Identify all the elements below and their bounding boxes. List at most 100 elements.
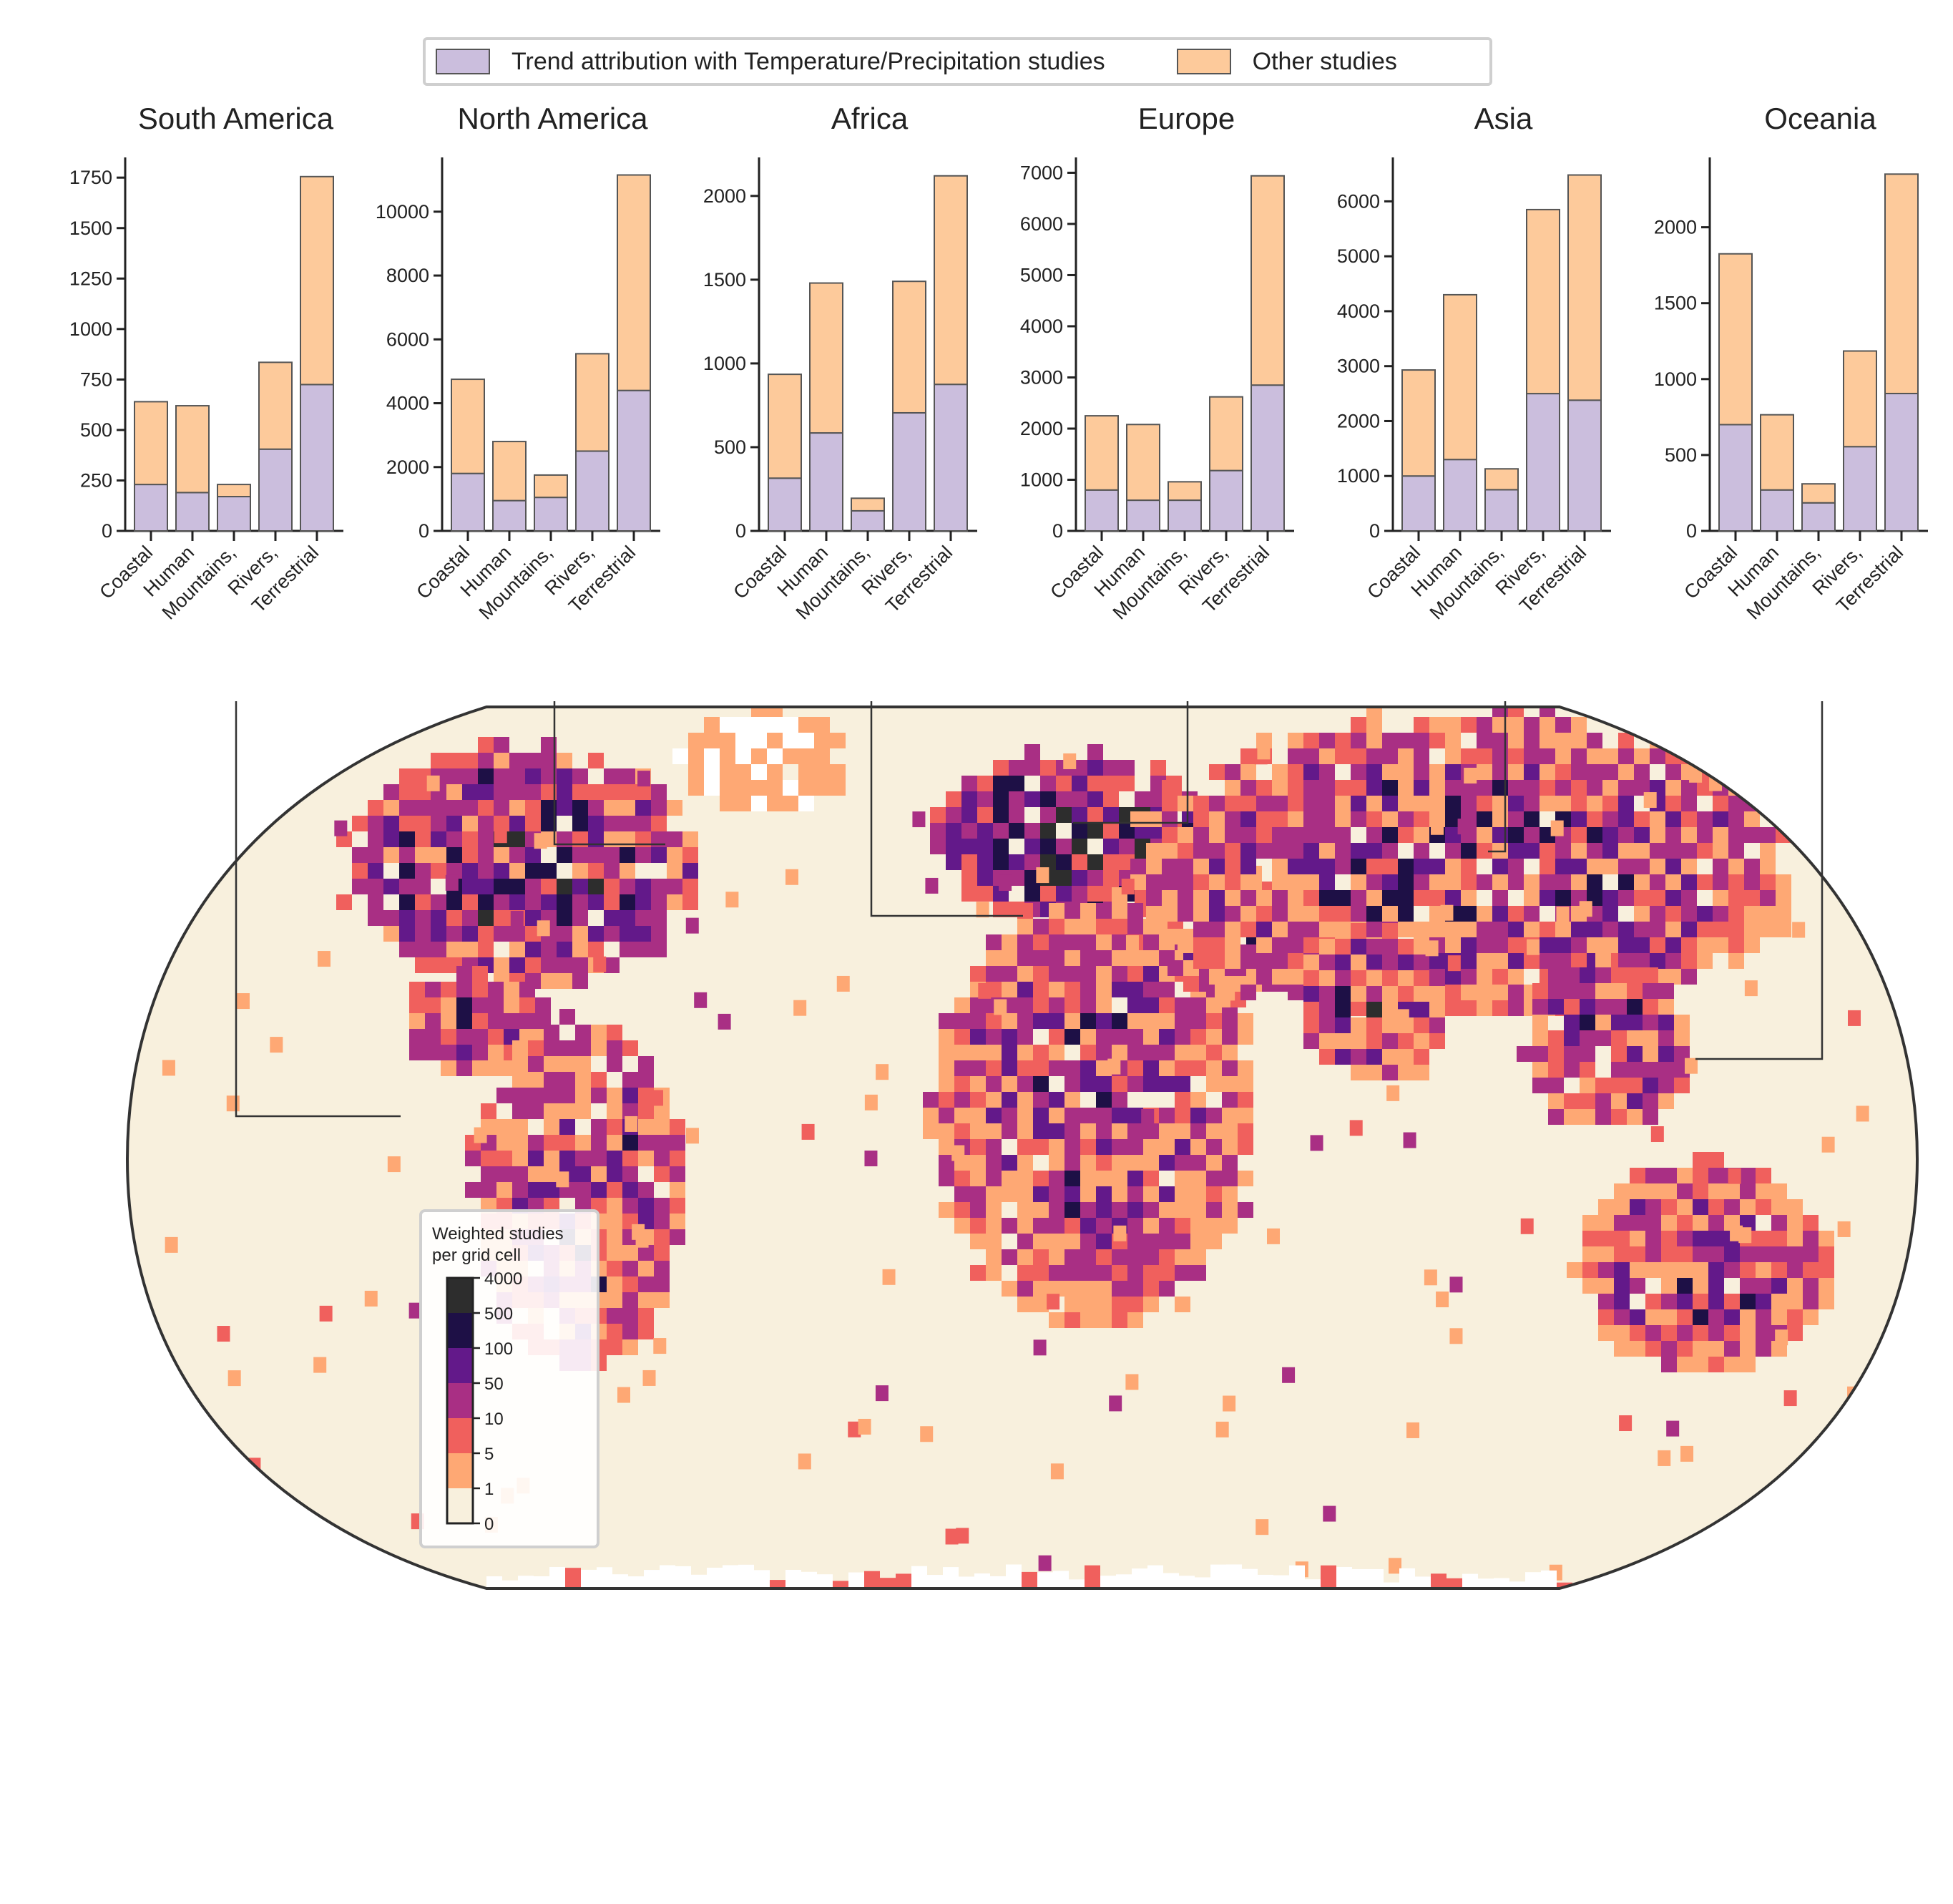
grid-cell (1366, 827, 1382, 843)
grid-cell (1587, 796, 1602, 811)
grid-cell (1803, 1294, 1819, 1309)
grid-cell (1856, 1105, 1869, 1122)
grid-cell (939, 1171, 954, 1186)
grid-cell (1508, 748, 1524, 764)
grid-cell (319, 1305, 333, 1322)
grid-cell (1175, 1076, 1190, 1092)
grid-cell (670, 1151, 685, 1166)
grid-cell (767, 717, 783, 733)
legend-swatch-trend (436, 49, 490, 74)
grid-cell (993, 776, 1009, 791)
grid-cell (1445, 811, 1461, 827)
grid-cell (638, 1261, 654, 1276)
grid-cell (1787, 1231, 1803, 1246)
grid-cell (1033, 1339, 1047, 1356)
grid-cell (541, 800, 557, 816)
grid-cell (1240, 796, 1256, 811)
grid-cell (1776, 811, 1791, 827)
grid-cell (525, 863, 541, 879)
bar-other (534, 474, 568, 499)
grid-cell (1112, 982, 1127, 997)
grid-cell (939, 1123, 954, 1139)
grid-cell (986, 1092, 1002, 1108)
grid-cell (1080, 1171, 1096, 1186)
grid-cell (1366, 874, 1382, 890)
grid-cell (431, 926, 446, 942)
grid-cell (1661, 1294, 1677, 1309)
grid-cell (557, 879, 572, 894)
grid-cell (1112, 934, 1127, 950)
grid-cell (1064, 1171, 1080, 1186)
grid-cell (1555, 937, 1571, 953)
grid-cell (1349, 1120, 1363, 1136)
grid-cell (1146, 906, 1162, 922)
grid-cell (1630, 1215, 1645, 1231)
grid-cell (1049, 1139, 1064, 1155)
grid-cell (1564, 1015, 1580, 1030)
grid-cell (1040, 886, 1056, 902)
grid-cell (1618, 827, 1634, 843)
grid-cell (970, 1123, 986, 1139)
grid-cell (1240, 859, 1256, 874)
grid-cell (1756, 1231, 1771, 1246)
grid-cell (425, 1013, 441, 1029)
grid-cell (1351, 811, 1366, 827)
grid-cell (1680, 1445, 1694, 1462)
grid-cell (1708, 1357, 1724, 1372)
grid-cell (1697, 780, 1713, 796)
grid-cell (751, 717, 767, 733)
grid-cell (1532, 1046, 1548, 1062)
grid-cell (1595, 1109, 1611, 1125)
grid-cell (1508, 707, 1524, 717)
grid-cell (939, 1076, 954, 1092)
grid-cell (1335, 780, 1351, 796)
grid-cell (882, 1269, 896, 1285)
grid-cell (1146, 843, 1162, 859)
y-tick-label: 3000 (1020, 366, 1063, 388)
grid-cell (1366, 764, 1382, 780)
grid-cell (525, 784, 541, 800)
grid-cell (1643, 1030, 1658, 1046)
grid-cell (833, 1581, 848, 1588)
grid-cell (1756, 1278, 1771, 1294)
grid-cell (638, 1151, 654, 1166)
grid-cell (1159, 1045, 1175, 1060)
grid-cell (1190, 1171, 1206, 1186)
grid-cell (1366, 843, 1382, 859)
bar-trend (575, 450, 610, 532)
grid-cell (1658, 1093, 1674, 1109)
grid-cell (925, 877, 939, 894)
grid-cell (236, 993, 250, 1010)
grid-cell (604, 831, 620, 847)
grid-cell (1335, 922, 1351, 937)
grid-cell (1708, 1325, 1724, 1341)
grid-cell (1319, 1002, 1335, 1017)
grid-cell (1080, 1281, 1096, 1297)
grid-cell (1017, 919, 1033, 934)
y-tick-label: 1000 (703, 353, 746, 374)
grid-cell (1143, 1060, 1159, 1076)
grid-cell (1288, 859, 1303, 874)
grid-cell (1449, 1276, 1463, 1293)
grid-cell (509, 847, 525, 863)
grid-cell (1598, 1215, 1614, 1231)
bar-other (217, 484, 251, 498)
grid-cell (607, 1166, 622, 1182)
grid-cell (1159, 1234, 1175, 1249)
grid-cell (1582, 1215, 1598, 1231)
grid-cell (1645, 1246, 1661, 1262)
grid-cell (472, 1045, 488, 1060)
grid-cell (670, 1135, 685, 1151)
grid-cell (1580, 1062, 1595, 1078)
grid-cell (1611, 1078, 1627, 1093)
bar-trend (1884, 392, 1919, 532)
grid-cell (644, 1570, 660, 1588)
grid-cell (1256, 796, 1272, 811)
grid-cell (588, 879, 604, 894)
grid-cell (1602, 827, 1618, 843)
grid-cell (720, 733, 735, 748)
grid-cell (667, 863, 682, 879)
grid-cell (864, 1571, 880, 1588)
grid-cell (519, 1013, 535, 1029)
grid-cell (544, 1072, 559, 1088)
